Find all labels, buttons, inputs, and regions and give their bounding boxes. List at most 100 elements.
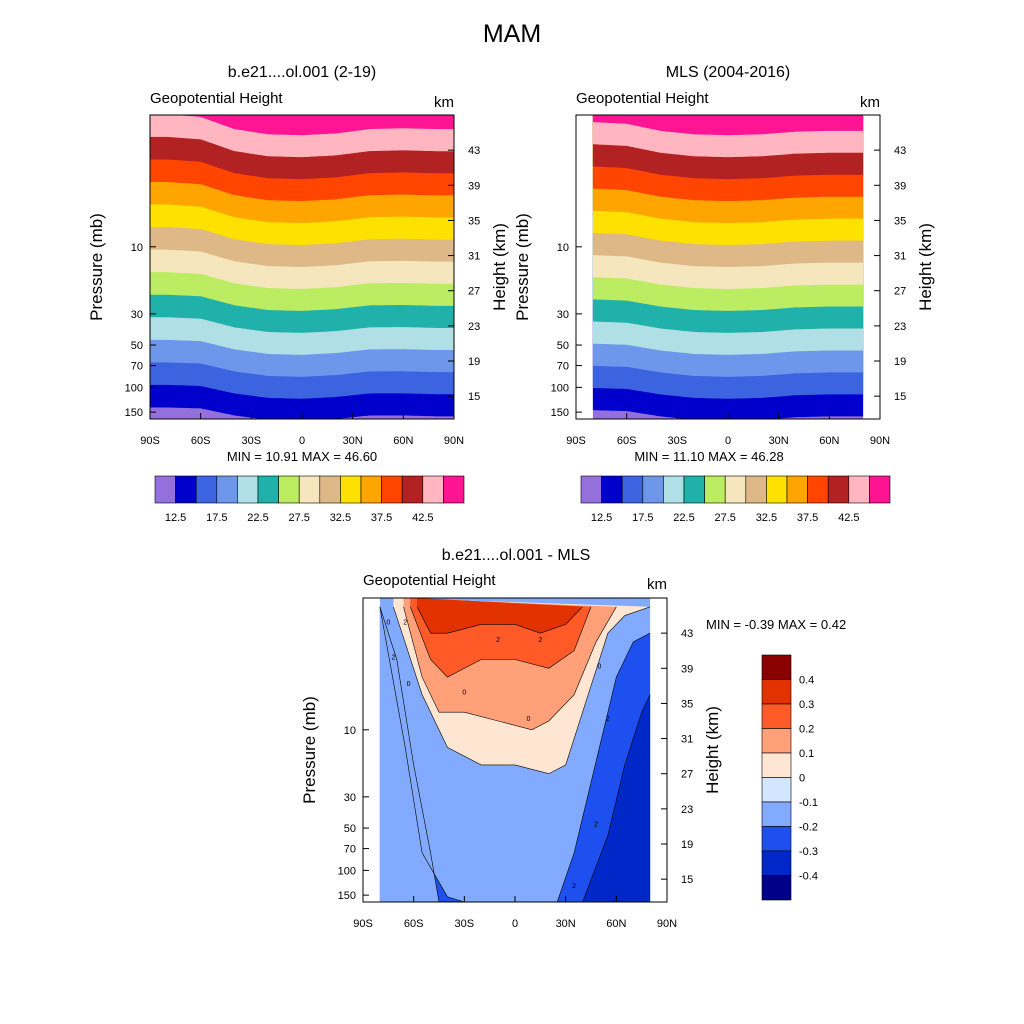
x-tick-label: 30S (242, 435, 262, 447)
colorbar-label: 22.5 (247, 512, 268, 524)
colorbar-swatch (761, 728, 792, 754)
colorbar-swatch (761, 752, 792, 778)
y-tick-label: 150 (125, 407, 143, 419)
y-tick-label: 70 (131, 361, 143, 373)
y-tick-label: 30 (131, 309, 143, 321)
x-tick-label: 0 (512, 918, 518, 930)
y-tick-label: 100 (338, 865, 356, 877)
x-axis: 90S 60S 30S 0 30N 60N 90N (353, 896, 677, 930)
y-axis-title: Pressure (mb) (513, 213, 532, 321)
y-right-tick-label: 19 (681, 839, 693, 851)
panel-title: MLS (2004-2016) (666, 64, 791, 81)
colorbar-swatch (761, 777, 792, 803)
colorbar-label: -0.3 (799, 846, 818, 858)
y-tick-label: 70 (557, 361, 569, 373)
y-tick-label: 50 (131, 340, 143, 352)
x-tick-label: 30N (556, 918, 576, 930)
colorbar-swatch (761, 850, 792, 876)
min-max-label: MIN = 10.91 MAX = 46.60 (227, 449, 377, 464)
colorbar-swatch (642, 475, 664, 504)
x-tick-label: 30N (769, 435, 789, 447)
colorbar-label: 32.5 (756, 512, 777, 524)
y-tick-label: 150 (551, 407, 569, 419)
colorbar-label: 0.3 (799, 699, 814, 711)
colorbar-label: 42.5 (838, 512, 859, 524)
contour-line-label: 0 (527, 716, 531, 723)
contour-fill-band (582, 598, 651, 902)
y-right-tick-label: 23 (468, 321, 480, 333)
contour-line (416, 606, 583, 634)
colorbar-swatch (621, 475, 644, 504)
colorbar-swatch (704, 475, 726, 504)
colorbar-label: 37.5 (797, 512, 818, 524)
colorbar-swatch (848, 475, 870, 504)
contour-line-label: 0 (597, 663, 601, 670)
colorbar-label: 22.5 (673, 512, 694, 524)
figure-title: MAM (483, 20, 541, 48)
y-right-tick-label: 43 (681, 628, 693, 640)
x-axis: 90S 60S 30S 0 30N 60N 90N (566, 413, 890, 447)
y-right-tick-label: 35 (468, 215, 480, 227)
y-tick-label: 150 (338, 890, 356, 902)
contour-line-label: 2 (572, 883, 576, 890)
y-tick-label: 10 (131, 242, 143, 254)
x-tick-label: 90N (657, 918, 677, 930)
contour-fill-band (592, 115, 864, 419)
colorbar-swatch (154, 475, 176, 504)
y-tick-label: 50 (344, 823, 356, 835)
min-max-label: MIN = 11.10 MAX = 46.28 (634, 449, 783, 464)
colorbar-label: 32.5 (330, 512, 351, 524)
x-tick-label: 60S (404, 918, 424, 930)
left-label: Geopotential Height (576, 90, 709, 107)
colorbar-label: 0.4 (799, 675, 814, 687)
colorbar-swatch (422, 475, 444, 504)
right-label: km (647, 576, 667, 593)
y-right-tick-label: 23 (894, 321, 906, 333)
colorbar-swatch (298, 475, 321, 504)
x-tick-label: 30N (343, 435, 363, 447)
contour-line-label: 0 (386, 619, 390, 626)
min-max-label: MIN = -0.39 MAX = 0.42 (706, 617, 846, 632)
contour-fills (379, 598, 651, 902)
y-tick-label: 10 (557, 242, 569, 254)
contour-fill-band (592, 115, 864, 419)
contour-line-label: 2 (606, 716, 610, 723)
x-tick-label: 90S (353, 918, 373, 930)
x-tick-label: 0 (725, 435, 731, 447)
y-axis-title: Pressure (mb) (300, 696, 319, 804)
contour-lines: 0 2 2 0 2 2 0 0 0 2 2 2 (379, 606, 651, 903)
x-tick-label: 30S (455, 918, 475, 930)
y-axis-title-right: Height (km) (703, 706, 722, 794)
colorbar-swatch (786, 475, 808, 504)
colorbar-label: 12.5 (591, 512, 612, 524)
y-tick-label: 10 (344, 725, 356, 737)
y-right-tick-label: 27 (468, 286, 480, 298)
colorbar-swatch (216, 475, 238, 504)
colorbar-swatch (761, 654, 792, 680)
y-axis-title-right: Height (km) (916, 223, 935, 311)
contour-line-label: 2 (594, 821, 598, 828)
colorbar-swatch (766, 475, 788, 504)
y-right-tick-label: 27 (894, 286, 906, 298)
colorbar-label: 27.5 (288, 512, 309, 524)
y-axis-left: 10 30 50 70 100 150 (125, 242, 156, 419)
colorbar-swatch (381, 475, 403, 504)
contour-line (556, 632, 651, 903)
contour-line-label: 2 (538, 637, 542, 644)
colorbar-swatch (175, 475, 197, 504)
x-axis: 90S 60S 30S 0 30N 60N 90N (140, 413, 464, 447)
colorbar-swatch (745, 475, 767, 504)
x-tick-label: 90S (140, 435, 160, 447)
colorbar-swatch (195, 475, 218, 504)
contour-line (403, 606, 617, 731)
y-right-tick-label: 35 (894, 215, 906, 227)
colorbar: 12.5 17.5 22.5 27.5 32.5 37.5 42.5 (154, 475, 465, 524)
colorbar-swatch (401, 475, 424, 504)
y-right-tick-label: 43 (894, 145, 906, 157)
left-label: Geopotential Height (150, 90, 283, 107)
colorbar-label: 0.2 (799, 724, 814, 736)
y-tick-label: 100 (551, 382, 569, 394)
x-tick-label: 60S (191, 435, 211, 447)
panel-title: b.e21....ol.001 (2-19) (228, 64, 377, 81)
